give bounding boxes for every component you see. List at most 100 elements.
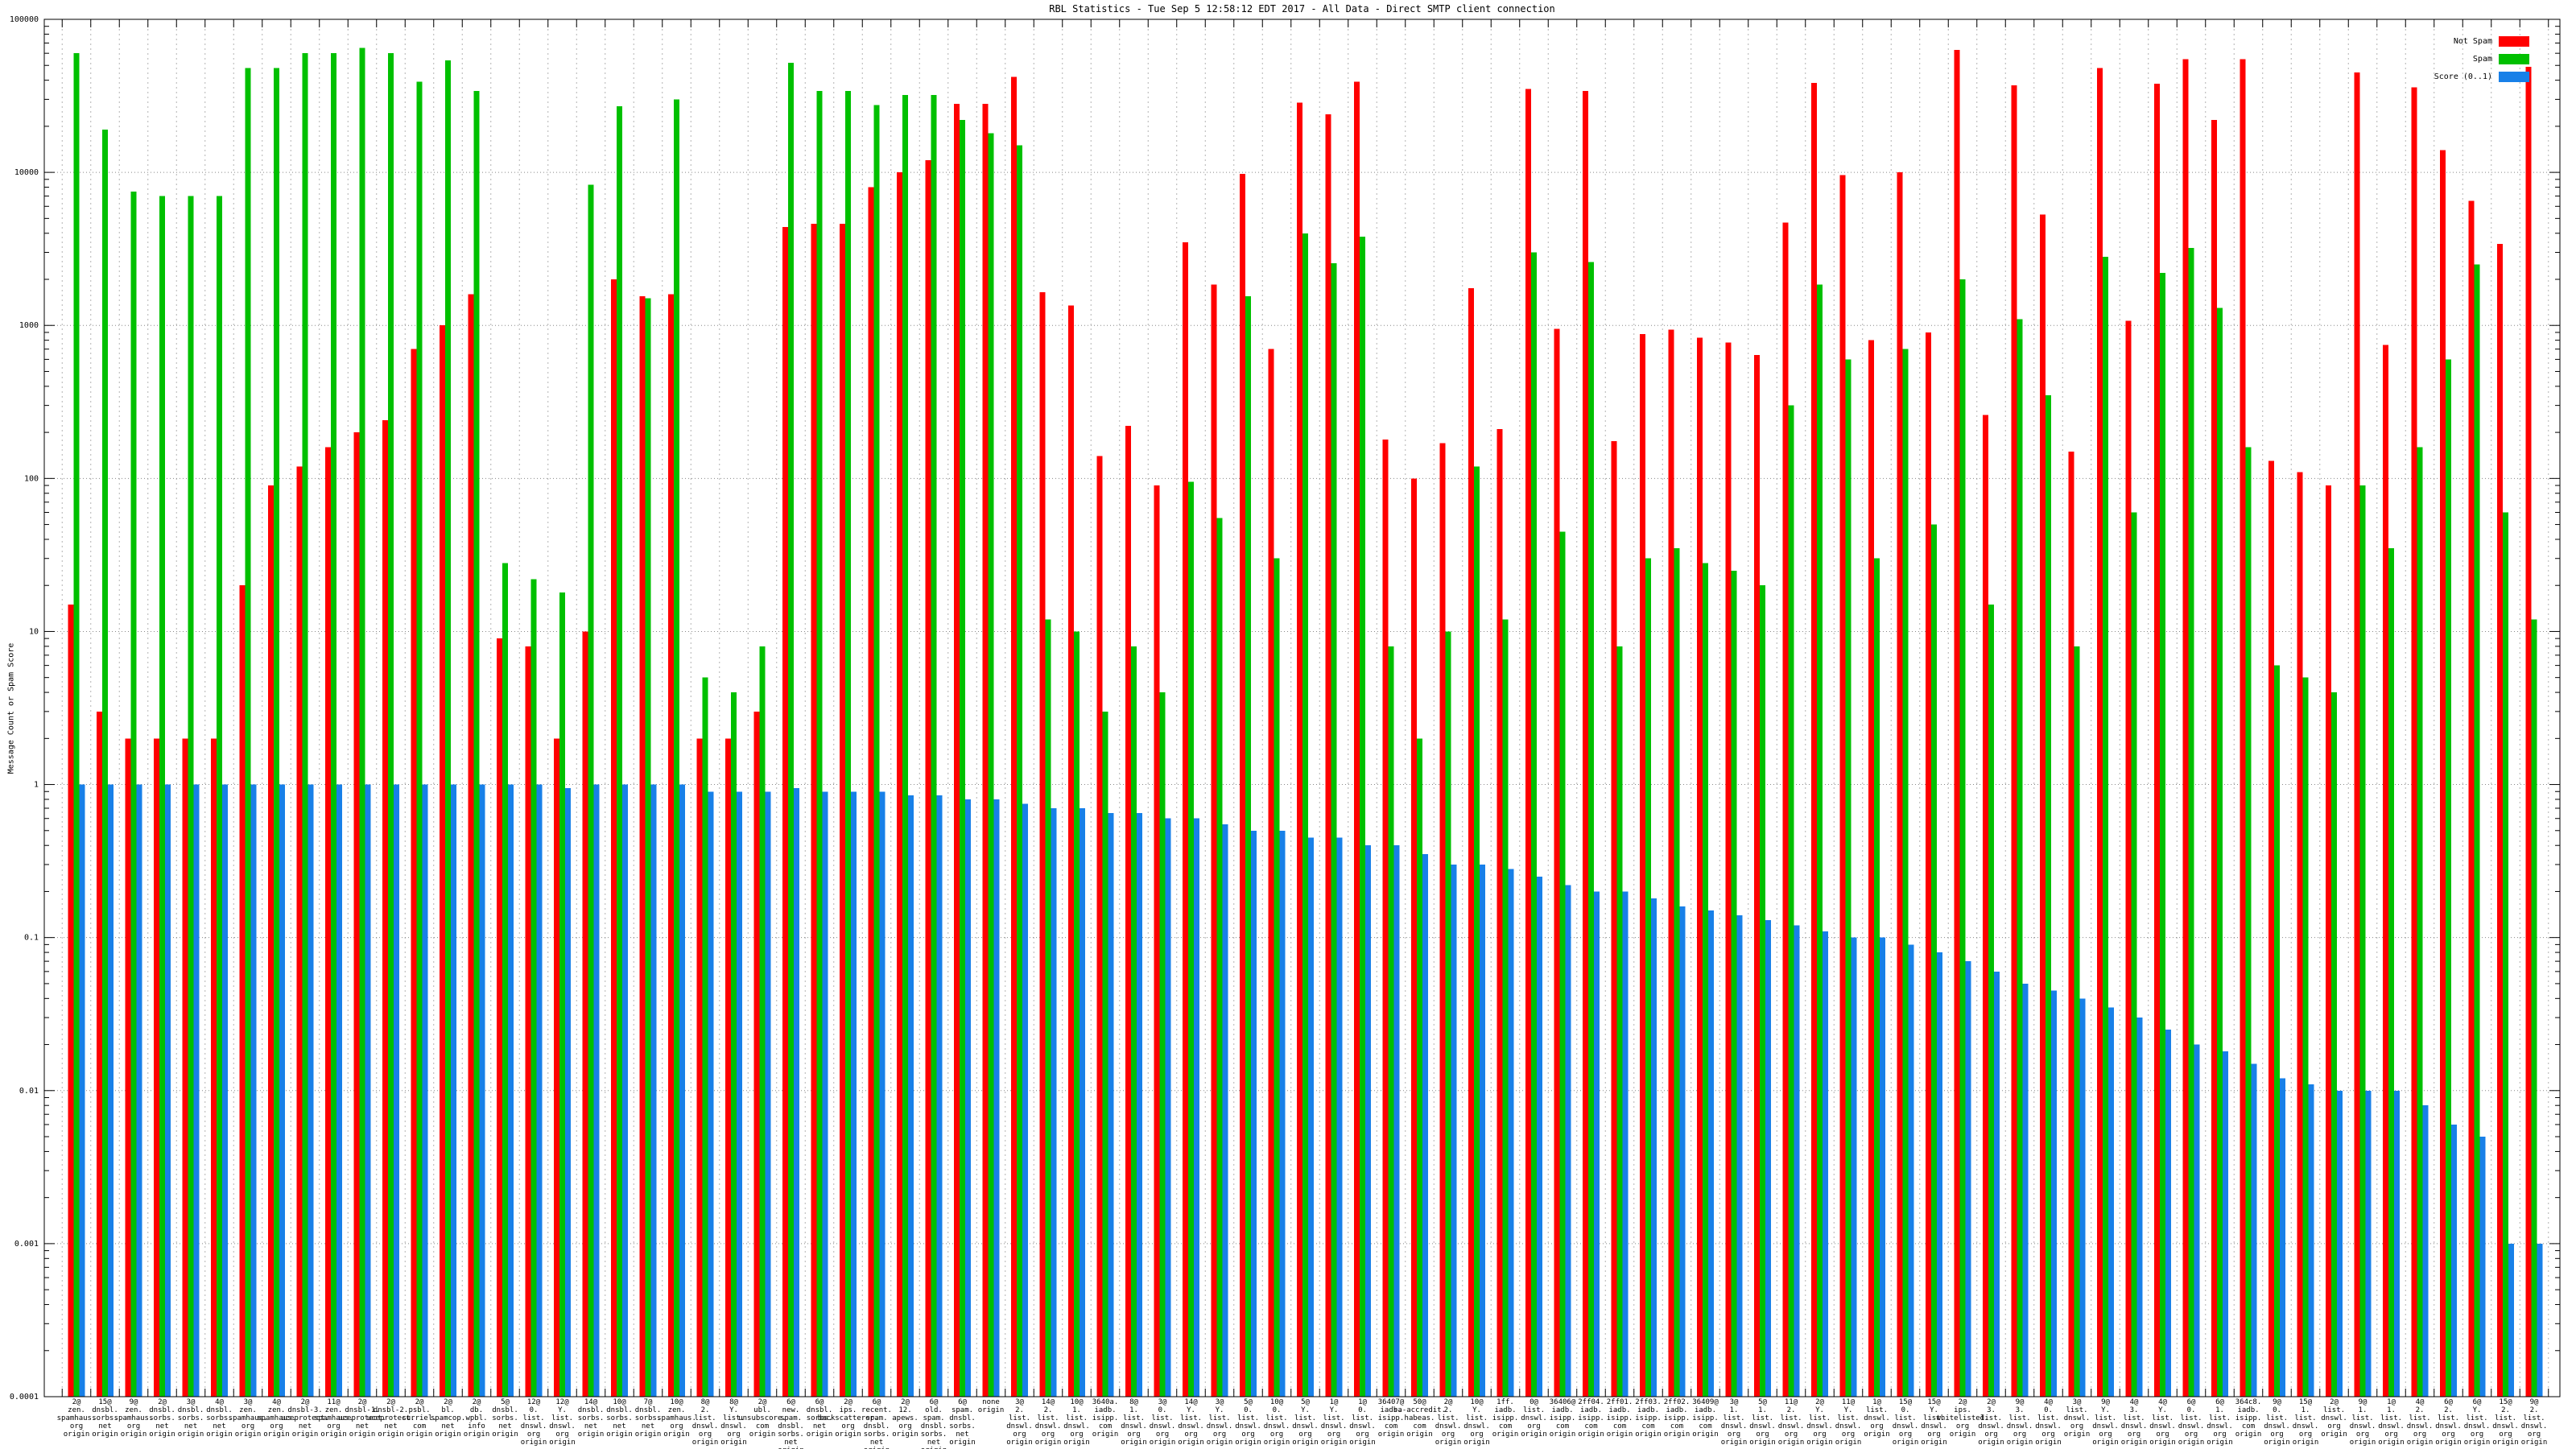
x-tick-label: 2ff03. iadb. isipp. com origin [1635,1398,1662,1439]
x-tick-label: 3@ dnsbl. sorbs. net origin [178,1398,204,1439]
bar-not-spam [97,711,102,1397]
bar-not-spam [2097,68,2103,1397]
x-tick-label: 5@ 1. list. dnswl. org origin [1749,1398,1776,1447]
bar-score [479,784,485,1397]
chart-title: RBL Statistics - Tue Sep 5 12:58:12 EDT … [1049,3,1555,14]
bar-spam [1760,585,1765,1397]
legend-label-not-spam: Not Spam [2453,37,2492,46]
x-tick-label: 3@ list. dnswl. org origin [2064,1398,2091,1439]
bar-score [993,799,1000,1397]
x-tick-label: 3@ Y. list. dnswl. org origin [1207,1398,1233,1447]
bar-spam [2388,548,2394,1397]
x-tick-label: 0@ list. dnswl. org origin [1521,1398,1547,1439]
bar-not-spam [753,711,760,1397]
bar-not-spam [1411,478,1417,1397]
y-tick-label: 10 [29,627,39,636]
x-tick-label: 10@ Y. list. dnswl. org origin [1463,1398,1490,1447]
bar-score [1279,830,1286,1397]
x-tick-label: 9@ 2. list. dnswl. org origin [2521,1398,2548,1447]
bar-spam [1216,518,1223,1397]
legend-swatch-not-spam [2499,36,2529,47]
bar-spam [1502,619,1509,1397]
x-tick-label: 10@ 1. list. dnswl. org origin [1063,1398,1090,1447]
x-tick-label: 2@ dnsbl. sorbs. net origin [149,1398,175,1439]
bar-score [1365,845,1371,1397]
bar-not-spam [296,466,303,1397]
x-tick-label: 1@ 0. list. dnswl. org origin [1349,1398,1376,1447]
bar-score [908,795,914,1397]
bar-spam [1017,145,1022,1397]
bar-spam [2417,447,2423,1397]
bar-score [2079,998,2086,1397]
bar-not-spam [1039,291,1046,1397]
x-tick-label: 14@ Y. list. dnswl. org origin [1178,1398,1204,1447]
bar-score [1908,944,1914,1397]
bar-spam [130,191,137,1397]
bar-spam [2302,677,2309,1397]
bar-not-spam [1125,426,1131,1397]
bar-spam [1588,262,1594,1397]
bar-score [565,787,571,1397]
x-tick-label: 4@ dnsbl. sorbs. net origin [206,1398,233,1439]
x-tick-label: 2ff02. iadb. isipp. com origin [1664,1398,1690,1439]
bar-spam [2217,308,2223,1397]
x-tick-label: 2@ ubl. unsubscore. com origin [738,1398,786,1439]
x-tick-label: 1@ Y. list. dnswl. org origin [1321,1398,1348,1447]
bar-score [1736,914,1743,1397]
bar-not-spam [2354,72,2360,1397]
bar-not-spam [325,447,331,1397]
bar-not-spam [1583,91,1588,1397]
bar-score [2422,1105,2429,1397]
y-tick-label: 100 [24,474,39,483]
bar-score [965,799,971,1397]
bar-not-spam [840,224,845,1397]
bar-spam [1360,236,1365,1397]
x-tick-label: 8@ Y. list. dnswl. org origin [720,1398,747,1447]
legend-item-spam: Spam [2473,53,2529,65]
bar-score [1794,925,1800,1397]
x-tick-label: 4@ 2. list. dnswl. org origin [2407,1398,2434,1447]
bar-not-spam [954,104,960,1397]
bar-not-spam [2297,472,2303,1397]
x-tick-label: 9@ 0. list. dnswl. org origin [2264,1398,2290,1447]
x-tick-label: 36407@ iadb. isipp. com origin [1378,1398,1405,1439]
bar-not-spam [268,485,274,1397]
bar-score [422,784,428,1397]
bar-spam [1703,563,1708,1397]
x-tick-label: 12@ 0. list. dnswl. org origin [521,1398,547,1447]
bar-spam [788,62,794,1397]
bar-spam [759,646,766,1397]
bar-not-spam [1725,342,1732,1397]
x-tick-label: 11@ zen. spamhaus. org origin [314,1398,353,1439]
bar-score [1765,920,1771,1397]
bar-not-spam [1439,443,1446,1397]
bar-spam [559,592,565,1397]
bar-score [250,784,257,1397]
bar-spam [1445,631,1451,1397]
bar-not-spam [2411,87,2417,1397]
bar-spam [1417,738,1422,1397]
bar-not-spam [2268,460,2274,1397]
bar-not-spam [2040,214,2046,1397]
bar-not-spam [2211,120,2217,1397]
bar-spam [2446,359,2451,1397]
bar-spam [588,184,594,1397]
bar-spam [1902,349,1909,1397]
bar-spam [473,91,480,1397]
x-tick-label: 11@ Y. list. dnswl. org origin [1835,1398,1862,1447]
x-tick-label: 2@ 3. list. dnswl. org origin [1978,1398,2004,1447]
bar-score [1880,937,1885,1397]
bar-spam [445,60,451,1397]
bar-spam [1131,646,1137,1397]
y-tick-label: 1000 [19,321,39,330]
bar-not-spam [611,279,617,1397]
bar-score [1251,830,1257,1397]
x-tick-label: 36409@ iadb. isipp. com origin [1692,1398,1719,1439]
bar-spam [1674,548,1680,1397]
bar-score [794,787,799,1397]
bar-score [1480,864,1485,1397]
x-tick-label: 1@ 1. list. dnswl. org origin [2378,1398,2405,1447]
bar-spam [217,196,222,1397]
y-tick-label: 0.01 [19,1087,39,1096]
